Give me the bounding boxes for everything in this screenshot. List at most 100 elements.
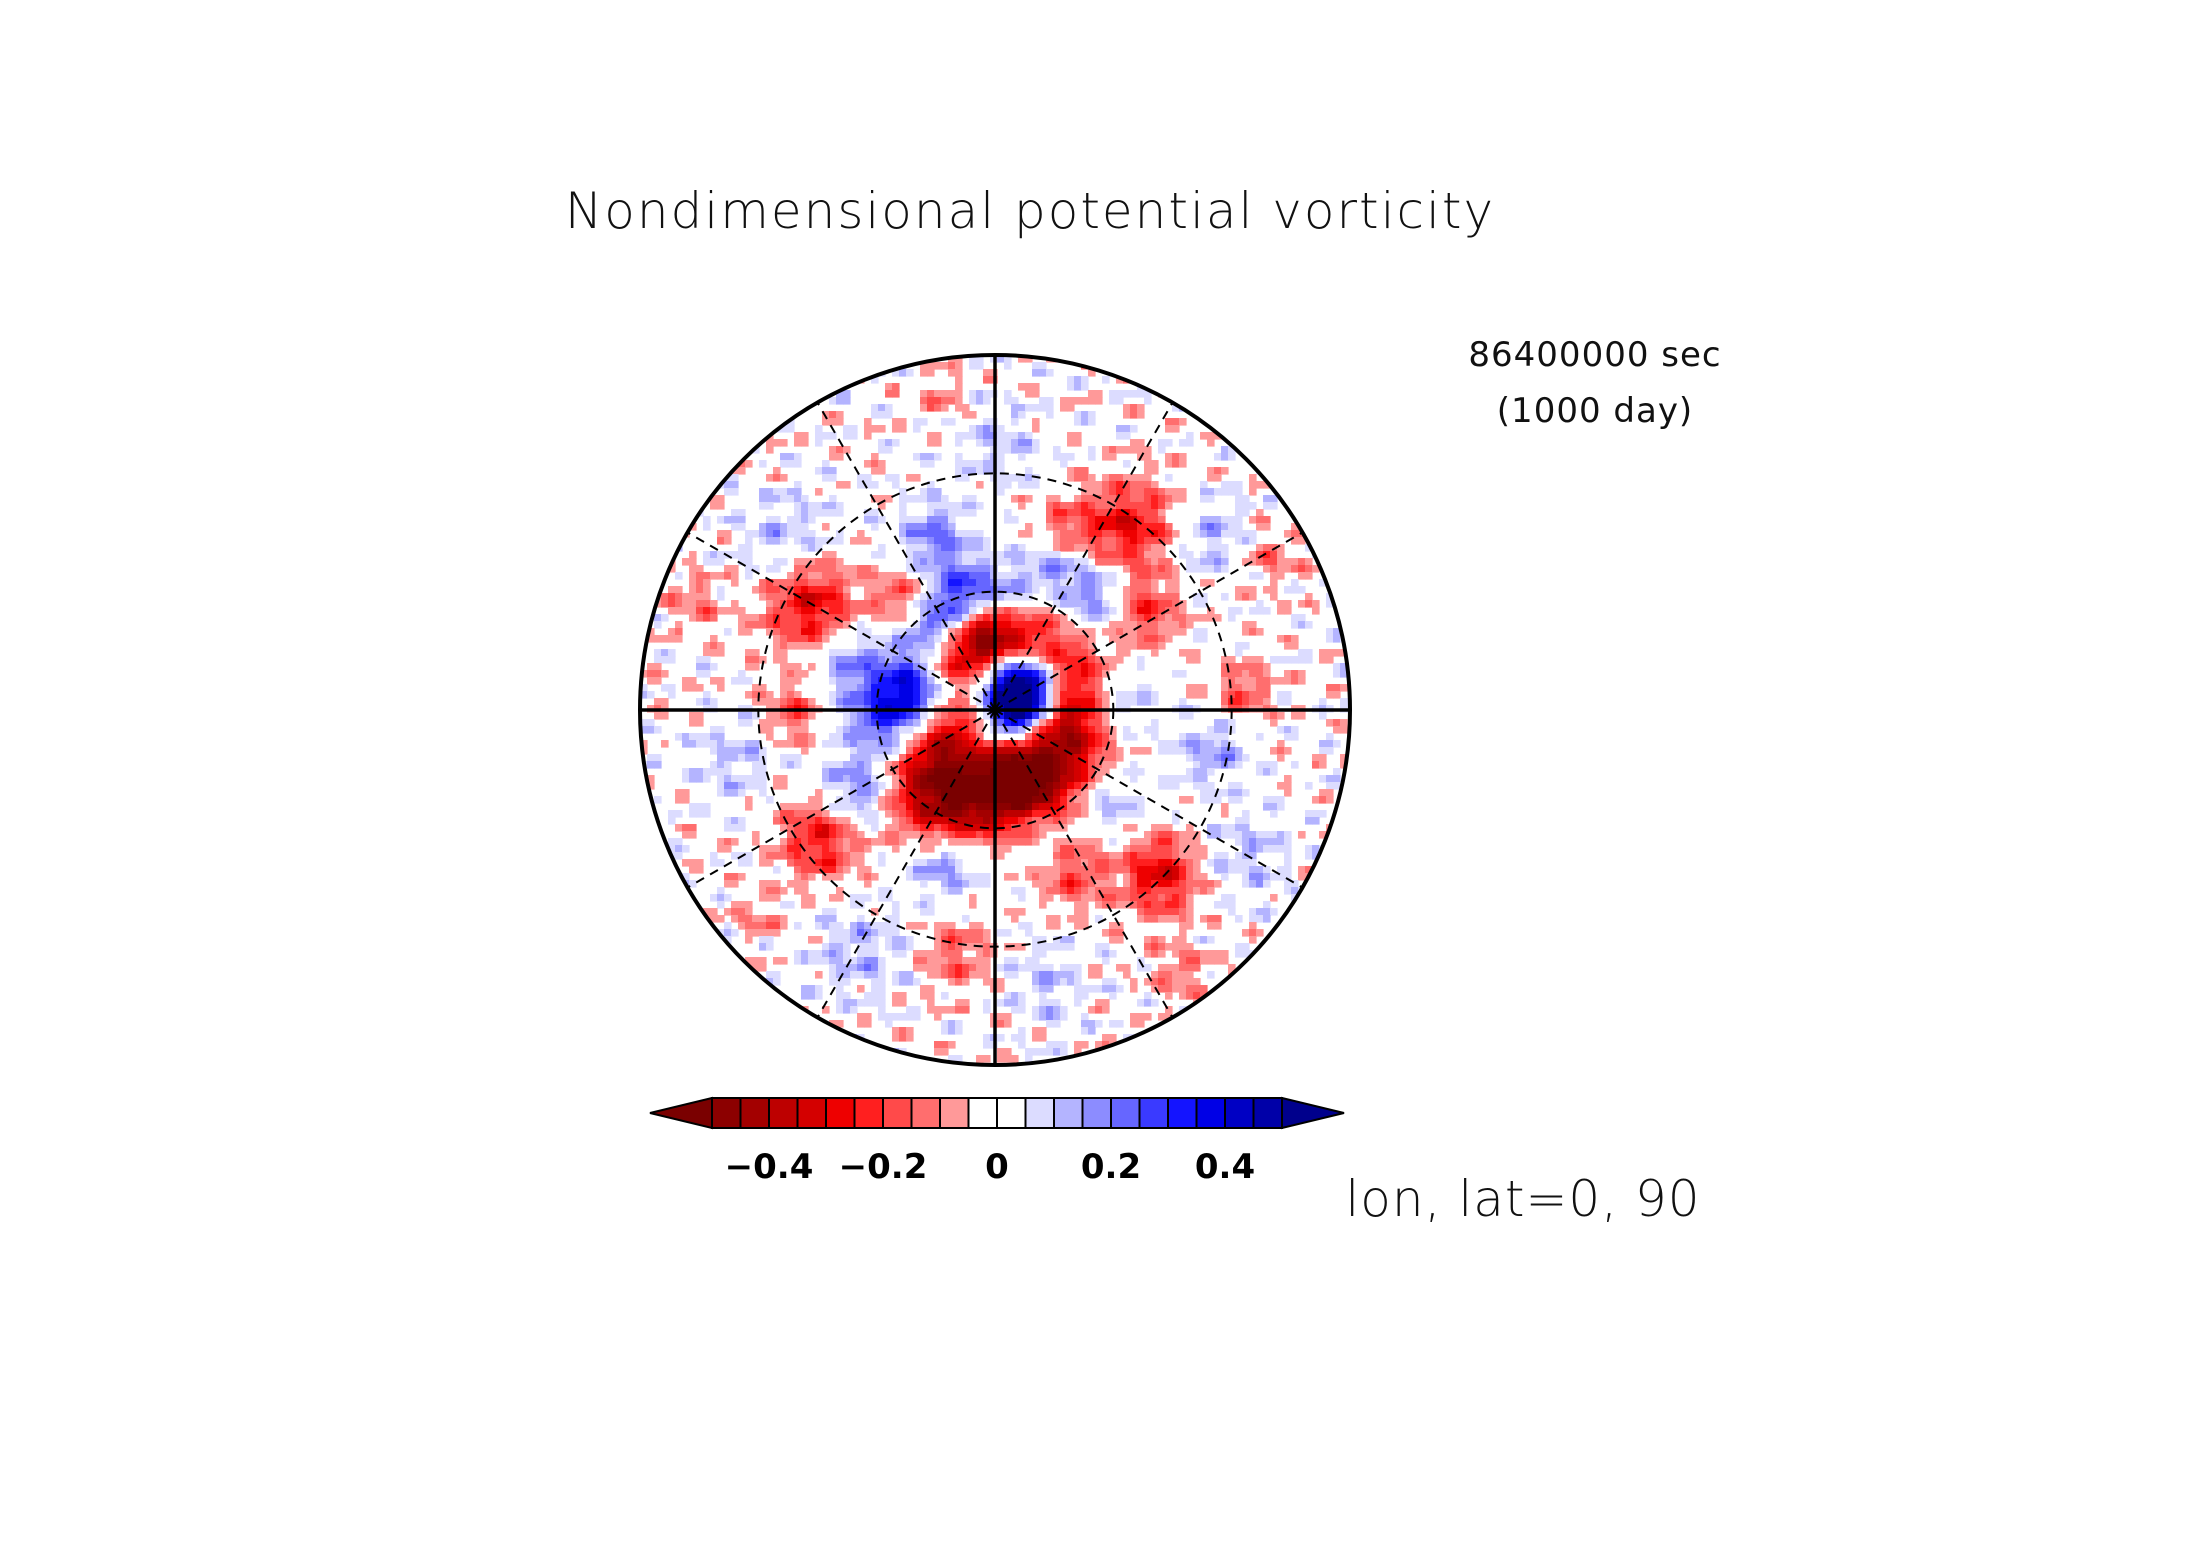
field-cell	[1165, 782, 1173, 790]
field-cell	[1102, 978, 1110, 986]
field-cell	[948, 964, 956, 972]
field-cell	[1256, 656, 1264, 664]
field-cell	[1095, 572, 1103, 580]
field-cell	[892, 586, 900, 594]
field-cell	[906, 691, 914, 699]
field-cell	[885, 446, 893, 454]
field-cell	[1291, 621, 1299, 629]
field-cell	[745, 649, 753, 657]
field-cell	[864, 929, 872, 937]
field-cell	[1137, 579, 1145, 587]
field-cell	[948, 677, 956, 685]
field-cell	[1053, 635, 1061, 643]
field-cell	[976, 572, 984, 580]
field-cell	[892, 418, 900, 426]
field-cell	[1011, 796, 1019, 804]
field-cell	[1018, 761, 1026, 769]
field-cell	[1032, 439, 1040, 447]
field-cell	[843, 950, 851, 958]
field-cell	[1277, 565, 1285, 573]
field-cell	[836, 936, 844, 944]
field-cell	[892, 719, 900, 727]
field-cell	[1242, 929, 1250, 937]
field-cell	[969, 390, 977, 398]
field-cell	[1102, 502, 1110, 510]
field-cell	[1151, 852, 1159, 860]
field-cell	[920, 565, 928, 573]
field-cell	[1046, 516, 1054, 524]
field-cell	[836, 656, 844, 664]
field-cell	[1144, 593, 1152, 601]
field-cell	[864, 481, 872, 489]
field-cell	[780, 495, 788, 503]
field-cell	[1004, 971, 1012, 979]
field-cell	[703, 523, 711, 531]
field-cell	[878, 600, 886, 608]
field-cell	[1039, 621, 1047, 629]
field-cell	[1081, 572, 1089, 580]
field-cell	[1284, 838, 1292, 846]
field-cell	[1018, 649, 1026, 657]
colorbar-cell	[1138, 1097, 1169, 1129]
field-cell	[843, 390, 851, 398]
field-cell	[906, 558, 914, 566]
field-cell	[892, 628, 900, 636]
field-cell	[1067, 726, 1075, 734]
field-cell	[1193, 635, 1201, 643]
field-cell	[1151, 593, 1159, 601]
field-cell	[892, 670, 900, 678]
field-cell	[913, 817, 921, 825]
field-cell	[1081, 684, 1089, 692]
field-cell	[1053, 544, 1061, 552]
field-cell	[1025, 628, 1033, 636]
field-cell	[1018, 628, 1026, 636]
field-cell	[1186, 551, 1194, 559]
field-cell	[1179, 908, 1187, 916]
field-cell	[1340, 663, 1348, 671]
field-cell	[864, 789, 872, 797]
field-cell	[955, 614, 963, 622]
field-cell	[1067, 915, 1075, 923]
colorbar-cell	[1110, 1097, 1141, 1129]
field-cell	[1011, 775, 1019, 783]
field-cell	[1319, 747, 1327, 755]
field-cell	[1053, 971, 1061, 979]
field-cell	[815, 796, 823, 804]
field-cell	[857, 565, 865, 573]
field-cell	[1165, 425, 1173, 433]
field-cell	[906, 817, 914, 825]
field-cell	[1046, 579, 1054, 587]
field-cell	[1144, 502, 1152, 510]
field-cell	[962, 747, 970, 755]
field-cell	[794, 712, 802, 720]
field-cell	[850, 698, 858, 706]
field-cell	[724, 565, 732, 573]
field-cell	[1214, 726, 1222, 734]
field-cell	[1095, 768, 1103, 776]
field-cell	[1221, 803, 1229, 811]
field-cell	[822, 621, 830, 629]
field-cell	[1284, 845, 1292, 853]
field-cell	[738, 712, 746, 720]
field-cell	[934, 565, 942, 573]
field-cell	[696, 572, 704, 580]
field-cell	[836, 607, 844, 615]
field-cell	[1277, 551, 1285, 559]
field-cell	[1235, 481, 1243, 489]
field-cell	[1004, 810, 1012, 818]
field-cell	[794, 439, 802, 447]
field-cell	[1074, 474, 1082, 482]
field-cell	[997, 852, 1005, 860]
field-cell	[1039, 712, 1047, 720]
field-cell	[1277, 656, 1285, 664]
field-cell	[738, 873, 746, 881]
field-cell	[1172, 586, 1180, 594]
field-cell	[1004, 712, 1012, 720]
field-cell	[976, 880, 984, 888]
field-cell	[969, 936, 977, 944]
field-cell	[899, 761, 907, 769]
field-cell	[1109, 992, 1117, 1000]
field-cell	[731, 775, 739, 783]
field-cell	[668, 649, 676, 657]
field-cell	[1018, 726, 1026, 734]
